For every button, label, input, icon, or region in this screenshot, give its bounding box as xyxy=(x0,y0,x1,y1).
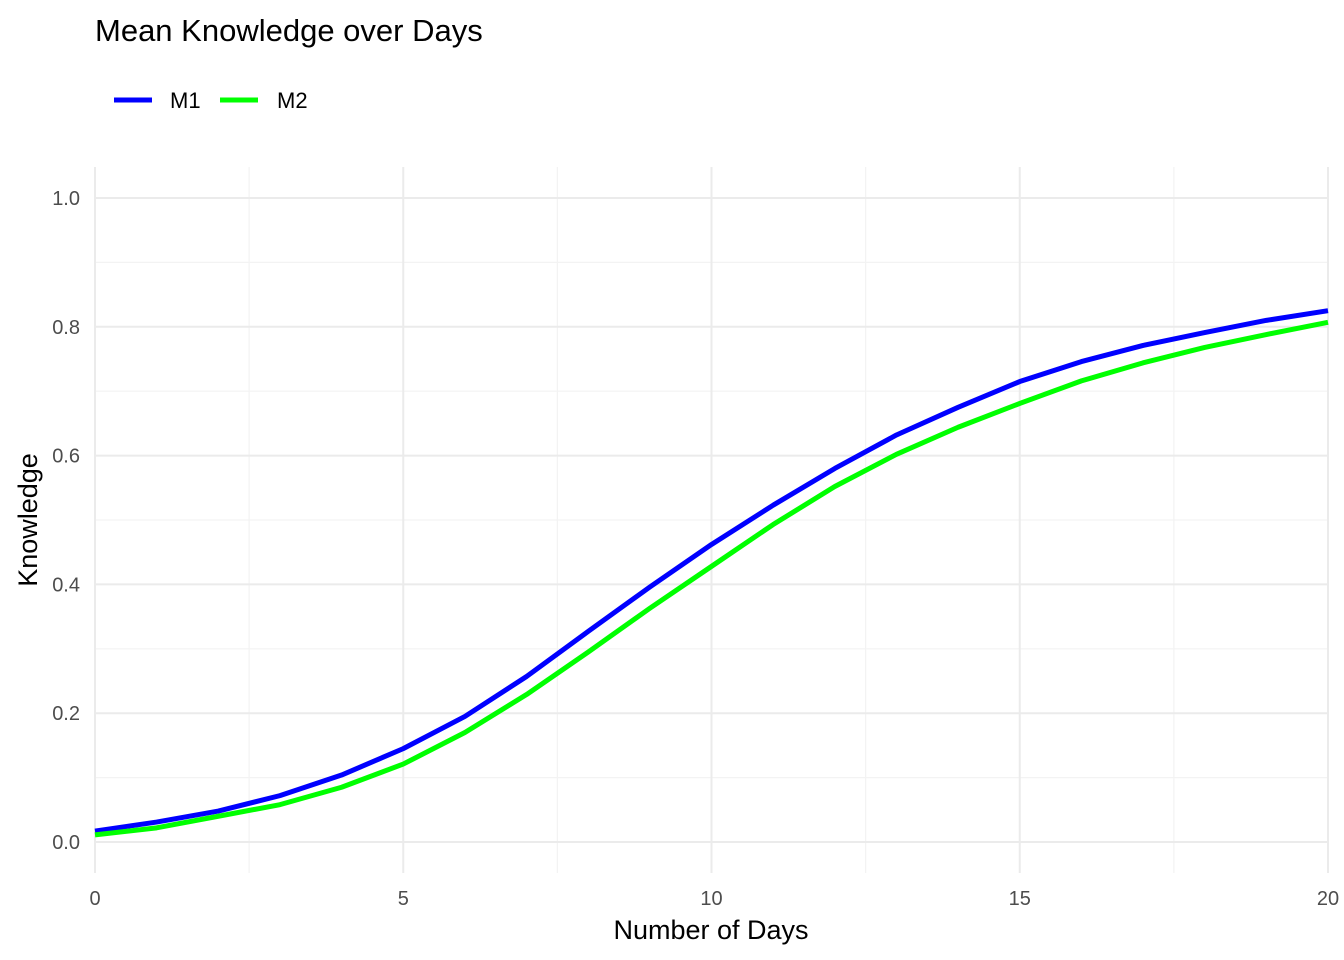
y-axis-title: Knowledge xyxy=(13,453,43,587)
y-tick-label: 0.6 xyxy=(52,446,80,468)
x-axis-tick-labels: 0 5 10 15 20 xyxy=(89,888,1339,910)
x-tick-label: 0 xyxy=(89,888,100,910)
legend: M1 M2 xyxy=(114,88,308,113)
legend-label-m2: M2 xyxy=(277,88,308,113)
x-tick-label: 15 xyxy=(1009,888,1031,910)
x-tick-label: 20 xyxy=(1317,888,1339,910)
x-axis-title: Number of Days xyxy=(613,915,808,945)
y-tick-label: 0.2 xyxy=(52,703,80,725)
x-tick-label: 10 xyxy=(700,888,722,910)
chart-title: Mean Knowledge over Days xyxy=(95,13,483,48)
y-tick-label: 0.8 xyxy=(52,317,80,339)
y-axis-tick-labels: 0.0 0.2 0.4 0.6 0.8 1.0 xyxy=(52,188,80,854)
y-tick-label: 0.0 xyxy=(52,832,80,854)
series-line-m2 xyxy=(94,319,1329,838)
series-line-m1 xyxy=(94,308,1329,834)
series-lines xyxy=(94,308,1329,838)
x-tick-label: 5 xyxy=(398,888,409,910)
y-tick-label: 1.0 xyxy=(52,188,80,210)
major-gridlines xyxy=(94,167,1329,873)
legend-label-m1: M1 xyxy=(170,88,201,113)
y-tick-label: 0.4 xyxy=(52,574,80,596)
